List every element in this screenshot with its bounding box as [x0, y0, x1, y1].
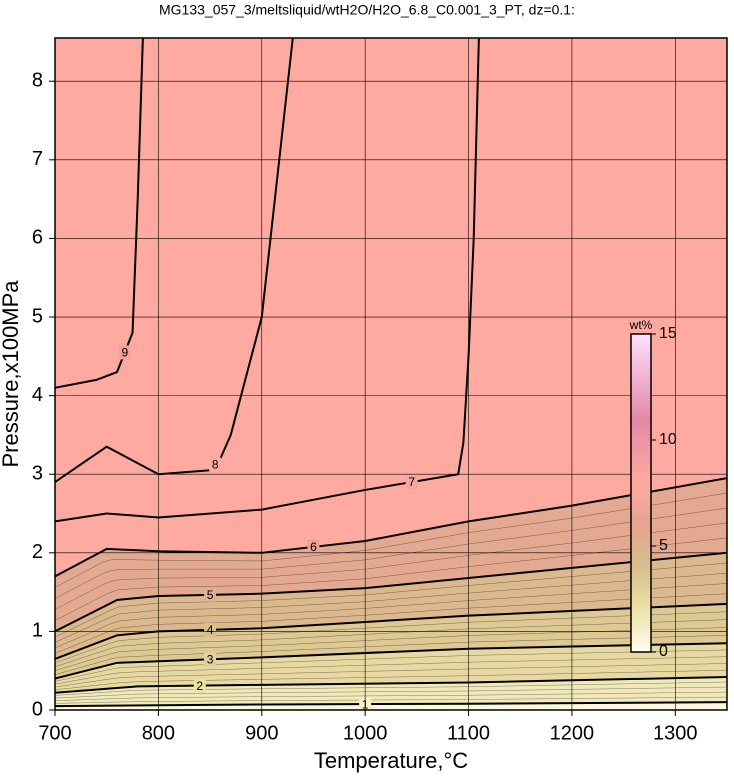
contour-label-bg — [405, 475, 418, 490]
contour-label: 3 — [207, 652, 214, 666]
minor-contour — [55, 663, 727, 688]
colorbar-tick-label: 10 — [659, 431, 677, 448]
contour-label-bg — [193, 678, 206, 693]
contour-label-bg — [204, 622, 217, 637]
contour-label-bg — [204, 652, 217, 667]
minor-contour — [55, 656, 727, 685]
contour-label: 5 — [207, 588, 214, 602]
colorbar-tick-label: 15 — [659, 325, 677, 342]
x-axis-label: Temperature,°C — [314, 748, 468, 773]
y-tick-label: 0 — [32, 698, 43, 720]
contour-label: 8 — [212, 458, 219, 472]
contour-label: 4 — [207, 623, 214, 637]
contour-label: 2 — [196, 679, 203, 693]
y-tick-label: 2 — [32, 541, 43, 563]
minor-contour — [55, 583, 727, 649]
y-tick-label: 7 — [32, 148, 43, 170]
minor-contour — [55, 691, 727, 701]
minor-contour — [55, 537, 727, 621]
contour-label-bg — [307, 539, 320, 554]
colorbar-label: wt% — [629, 318, 653, 332]
y-axis-label: Pressure,x100MPa — [0, 280, 23, 468]
contour-label-bg — [118, 345, 131, 360]
x-tick-label: 700 — [38, 722, 71, 744]
minor-contour — [55, 522, 727, 610]
x-tick-label: 1200 — [550, 722, 595, 744]
minor-contour — [55, 649, 727, 682]
minor-contour — [55, 696, 727, 704]
contour-label-bg — [204, 587, 217, 602]
x-tick-label: 1000 — [343, 722, 388, 744]
contour-label: 6 — [310, 540, 317, 554]
minor-contour — [55, 507, 727, 599]
x-tick-label: 800 — [142, 722, 175, 744]
y-tick-label: 1 — [32, 620, 43, 642]
minor-contour — [55, 492, 727, 588]
contour-label-bg — [209, 457, 222, 472]
x-tick-label: 900 — [245, 722, 278, 744]
x-tick-label: 1100 — [447, 722, 490, 744]
minor-contour — [55, 562, 727, 638]
minor-contour — [55, 670, 727, 691]
y-tick-label: 3 — [32, 462, 43, 484]
minor-contour — [55, 593, 727, 654]
minor-contour — [55, 686, 727, 699]
chart-title: MG133_057_3/meltsliquid/wtH2O/H2O_6.8_C0… — [159, 2, 575, 18]
y-tick-label: 6 — [32, 227, 43, 249]
minor-contour — [55, 573, 727, 643]
minor-contour — [55, 635, 727, 675]
x-tick-label: 1300 — [653, 722, 698, 744]
y-tick-label: 4 — [32, 384, 43, 406]
plot-frame — [54, 37, 728, 711]
contour-label: 9 — [121, 346, 128, 360]
minor-contour — [55, 611, 727, 664]
minor-contour — [55, 681, 727, 696]
colorbar-tick-label: 0 — [659, 643, 668, 660]
contour-label: 7 — [408, 475, 415, 489]
y-tick-label: 5 — [32, 305, 43, 327]
colorbar-tick-label: 5 — [659, 537, 668, 554]
minor-contour — [55, 627, 727, 671]
minor-contour — [55, 619, 727, 667]
y-tick-label: 8 — [32, 70, 43, 92]
colorbar — [630, 333, 652, 653]
